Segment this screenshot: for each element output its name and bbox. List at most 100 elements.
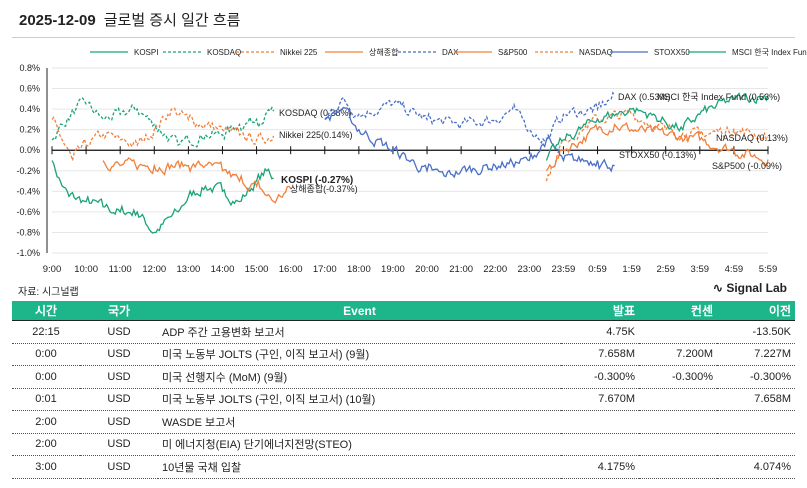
x-tick-label: 23:59 <box>552 264 576 275</box>
x-tick-label: 12:00 <box>142 264 166 275</box>
economic-calendar-table: 시간 국가 Event 발표 컨센 이전 22:15 USD ADP 주간 고용변화… <box>12 301 795 479</box>
legend-label: DAX <box>442 48 459 57</box>
cell-actual: 4.75K <box>561 320 639 344</box>
x-tick-label: 9:00 <box>43 264 62 275</box>
series-line <box>545 108 769 182</box>
cell-country: USD <box>80 433 158 456</box>
series-end-label: Nikkei 225(0.14%) <box>279 130 353 140</box>
x-tick-label: 10:00 <box>74 264 98 275</box>
y-tick-label: -0.6% <box>16 207 40 217</box>
cell-event: ADP 주간 고용변화 보고서 <box>158 320 561 344</box>
legend-label: MSCI 한국 Index Fund <box>732 48 807 57</box>
cell-actual: -0.300% <box>561 365 639 389</box>
x-tick-label: 3:59 <box>691 264 710 275</box>
y-tick-label: 0.0% <box>19 145 40 155</box>
cell-actual: 7.670M <box>561 388 639 411</box>
cell-country: USD <box>80 388 158 411</box>
legend-label: S&P500 <box>498 48 528 57</box>
table-row: 2:00 USD 미 에너지청(EIA) 단기에너지전망(STEO) <box>12 433 795 456</box>
cell-country: USD <box>80 343 158 366</box>
series-end-label: 상해종합(-0.37%) <box>290 184 358 194</box>
cell-previous: -0.300% <box>717 365 795 389</box>
y-tick-label: -0.4% <box>16 186 40 196</box>
col-event: Event <box>158 301 561 321</box>
cell-consensus: -0.300% <box>639 365 717 389</box>
source-note: 자료: 시그널랩 <box>18 287 79 298</box>
cell-previous: 7.658M <box>717 388 795 411</box>
cell-time: 22:15 <box>12 320 80 344</box>
table-row: 2:00 USD WASDE 보고서 <box>12 410 795 434</box>
cell-time: 0:00 <box>12 343 80 366</box>
cell-time: 0:01 <box>12 388 80 411</box>
series-line <box>51 97 275 148</box>
table-row: 22:15 USD ADP 주간 고용변화 보고서 4.75K -13.50K <box>12 320 795 344</box>
series-end-label: KOSDAQ (0.38%) <box>279 108 352 118</box>
x-tick-label: 11:00 <box>109 264 132 275</box>
cell-consensus <box>639 455 717 479</box>
cell-country: USD <box>80 365 158 389</box>
cell-previous <box>717 410 795 434</box>
cell-country: USD <box>80 455 158 479</box>
table-row: 3:00 USD 10년물 국채 입찰 4.175% 4.074% <box>12 455 795 479</box>
cell-actual <box>561 410 639 434</box>
series-end-label: MSCI 한국 Index Fund (0.53%) <box>657 92 780 102</box>
x-tick-label: 21:00 <box>449 264 473 275</box>
col-consensus: 컨센 <box>639 301 717 321</box>
cell-time: 0:00 <box>12 365 80 389</box>
x-tick-label: 5:59 <box>759 264 778 275</box>
col-previous: 이전 <box>717 301 795 321</box>
legend-label: NASDAQ <box>579 48 613 57</box>
cell-previous: -13.50K <box>717 320 795 344</box>
y-tick-label: -1.0% <box>16 248 40 258</box>
table-row: 0:01 USD 미국 노동부 JOLTS (구인, 이직 보고서) (10월) 7.… <box>12 388 795 411</box>
cell-actual <box>561 433 639 456</box>
cell-previous <box>717 433 795 456</box>
legend-label: 상해종합 <box>369 47 399 57</box>
cell-consensus <box>639 320 717 344</box>
x-tick-label: 19:00 <box>381 264 405 275</box>
series-line <box>545 121 769 172</box>
brand-logo: ∿ Signal Lab <box>712 281 787 295</box>
legend-label: Nikkei 225 <box>280 48 318 57</box>
series-end-label: NASDAQ (0.13%) <box>716 133 788 143</box>
legend-label: STOXX50 <box>654 48 690 57</box>
x-tick-label: 23:00 <box>517 264 541 275</box>
x-tick-label: 17:00 <box>313 264 337 275</box>
x-tick-label: 0:59 <box>588 264 607 275</box>
cell-time: 3:00 <box>12 455 80 479</box>
y-tick-label: 0.6% <box>19 84 40 94</box>
series-line <box>324 91 616 145</box>
col-actual: 발표 <box>561 301 639 321</box>
title-text: 글로벌 증시 일간 흐름 <box>103 12 241 29</box>
y-tick-label: 0.2% <box>19 125 40 135</box>
date: 2025-12-09 <box>19 12 96 29</box>
series-line <box>324 106 615 179</box>
table-row: 0:00 USD 미국 선행지수 (MoM) (9월) -0.300% -0.300% -… <box>12 365 795 389</box>
cell-event: 미국 노동부 JOLTS (구인, 이직 보고서) (10월) <box>158 388 561 411</box>
x-tick-label: 14:00 <box>211 264 235 275</box>
cell-consensus: 7.200M <box>639 343 717 366</box>
series-line <box>51 160 274 234</box>
x-tick-label: 16:00 <box>279 264 303 275</box>
col-country: 국가 <box>80 301 158 321</box>
series-line <box>102 157 292 204</box>
table-row: 0:00 USD 미국 노동부 JOLTS (구인, 이직 보고서) (9월) 7.6… <box>12 343 795 366</box>
pulse-icon: ∿ <box>712 281 727 295</box>
cell-event: WASDE 보고서 <box>158 410 561 434</box>
y-tick-label: -0.8% <box>16 227 40 237</box>
legend-label: KOSPI <box>134 48 158 57</box>
cell-time: 2:00 <box>12 433 80 456</box>
y-tick-label: 0.8% <box>19 63 40 73</box>
series-end-label: KOSPI (-0.27%) <box>281 175 353 186</box>
x-tick-label: 1:59 <box>622 264 641 275</box>
x-tick-label: 13:00 <box>176 264 200 275</box>
series-end-label: S&P500 (-0.09%) <box>712 161 782 171</box>
cell-previous: 4.074% <box>717 455 795 479</box>
cell-actual: 4.175% <box>561 455 639 479</box>
x-tick-label: 15:00 <box>245 264 269 275</box>
legend-label: KOSDAQ <box>207 48 241 57</box>
cell-event: 미국 노동부 JOLTS (구인, 이직 보고서) (9월) <box>158 343 561 366</box>
cell-event: 미국 선행지수 (MoM) (9월) <box>158 365 561 389</box>
series-line <box>545 92 769 161</box>
cell-event: 10년물 국채 입찰 <box>158 455 561 479</box>
